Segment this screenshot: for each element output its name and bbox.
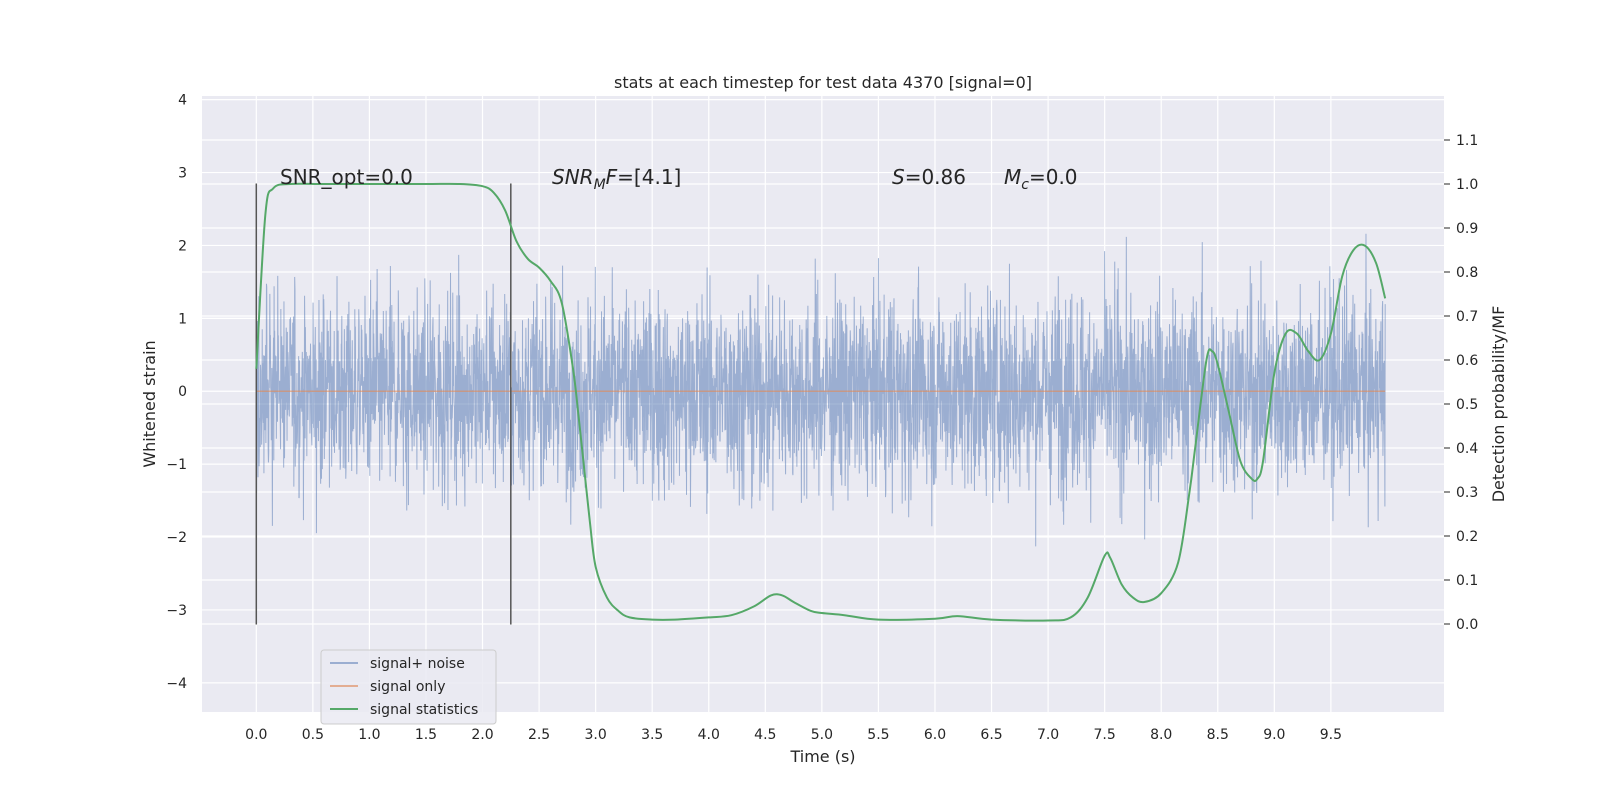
y2-tick-label: 1.1 (1456, 133, 1478, 149)
x-tick-label: 6.5 (980, 727, 1002, 743)
x-axis-ticks: 0.0 0.5 1.0 1.5 2.0 2.5 3.0 3.5 4.0 4.5 5.0 5.5 6.0 6… (245, 727, 1342, 743)
vertical-markers (255, 183, 512, 625)
y2-axis-label: Detection probability/MF (1489, 306, 1508, 503)
x-tick-label: 9.5 (1320, 727, 1342, 743)
mc-sub: c (1021, 177, 1029, 193)
x-tick-label: 0.0 (245, 727, 267, 743)
x-tick-label: 6.0 (924, 727, 946, 743)
y2-tick-label: 0.6 (1456, 353, 1478, 369)
x-tick-label: 5.0 (811, 727, 833, 743)
legend-label-signal-only: signal only (370, 679, 445, 695)
s-base: S (892, 165, 905, 189)
y-tick-label: 1 (178, 311, 187, 327)
y2-tick-label: 1.0 (1456, 177, 1478, 193)
snr-mf-sub: M (594, 177, 606, 193)
y2-tick-label: 0.0 (1456, 617, 1478, 633)
series-signal-statistics (255, 182, 1387, 622)
x-axis-label: Time (s) (789, 747, 855, 766)
chart-title: stats at each timestep for test data 437… (614, 73, 1032, 92)
legend-box (320, 649, 497, 725)
x-tick-label: 7.5 (1094, 727, 1116, 743)
y-tick-label: −2 (166, 530, 187, 546)
y2-tick-label: 0.2 (1456, 529, 1478, 545)
y2-tick-label: 0.4 (1456, 441, 1478, 457)
mc-base: M (1004, 165, 1021, 189)
x-tick-label: 4.0 (698, 727, 720, 743)
x-tick-label: 1.5 (415, 727, 437, 743)
y2-tick-label: 0.5 (1456, 397, 1478, 413)
y-tick-label: 4 (178, 93, 187, 109)
y2-tick-label: 0.7 (1456, 309, 1478, 325)
annotation-s: S=0.86 (892, 165, 966, 189)
y2-tick-label: 0.8 (1456, 265, 1478, 281)
y2-axis-ticks: 0.0 0.1 0.2 0.3 0.4 0.5 0.6 0.7 0.8 0.9 1.0 1.1 (1444, 133, 1478, 633)
mc-value: =0.0 (1029, 165, 1078, 189)
y-tick-label: 0 (178, 384, 187, 400)
y-tick-label: −1 (166, 457, 187, 473)
y-tick-label: 2 (178, 238, 187, 254)
y2-tick-label: 0.3 (1456, 485, 1478, 501)
y-tick-label: 3 (178, 166, 187, 182)
x-tick-label: 2.5 (528, 727, 550, 743)
y-axis-ticks: −4 −3 −2 −1 0 1 2 3 4 (166, 93, 187, 692)
x-tick-label: 8.0 (1150, 727, 1172, 743)
y2-tick-label: 0.1 (1456, 573, 1478, 589)
snr-mf-mid: F (606, 165, 618, 189)
legend: signal+ noise signal only signal statist… (320, 649, 497, 725)
annotation-snr-opt: SNR_opt=0.0 (280, 165, 413, 189)
legend-label-signal-statistics: signal statistics (370, 702, 478, 718)
signal-statistics-line (255, 182, 1387, 622)
x-tick-label: 4.5 (754, 727, 776, 743)
x-tick-label: 3.5 (641, 727, 663, 743)
annotation-mc: Mc=0.0 (1004, 165, 1078, 193)
y2-tick-label: 0.9 (1456, 221, 1478, 237)
signal-noise-trace (255, 233, 1386, 547)
snr-mf-base: SNR (552, 165, 594, 189)
x-tick-label: 5.5 (867, 727, 889, 743)
snr-mf-value: =[4.1] (617, 165, 681, 189)
x-tick-label: 0.5 (302, 727, 324, 743)
x-tick-label: 9.0 (1263, 727, 1285, 743)
legend-label-signal-noise: signal+ noise (370, 656, 465, 672)
x-tick-label: 8.5 (1207, 727, 1229, 743)
s-value: =0.86 (905, 165, 966, 189)
x-tick-label: 7.0 (1037, 727, 1059, 743)
y-axis-label: Whitened strain (140, 340, 159, 467)
x-tick-label: 1.0 (358, 727, 380, 743)
y-tick-label: −3 (166, 603, 187, 619)
x-tick-label: 3.0 (585, 727, 607, 743)
y-tick-label: −4 (166, 676, 187, 692)
x-tick-label: 2.0 (471, 727, 493, 743)
annotation-snr-mf: SNRMF=[4.1] (552, 165, 681, 193)
series-signal-noise (255, 233, 1386, 547)
